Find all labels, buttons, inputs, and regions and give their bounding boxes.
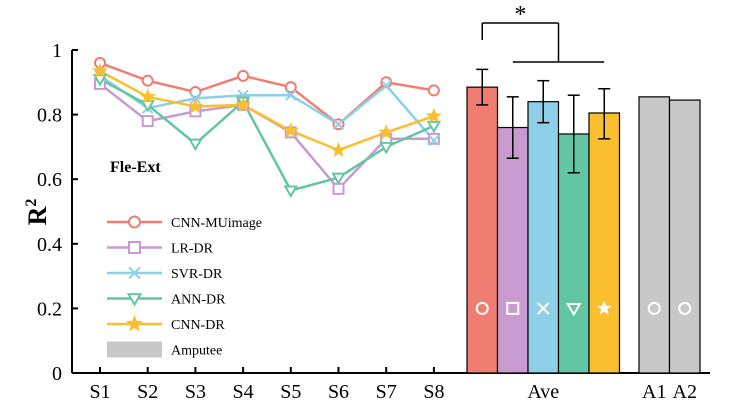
legend-marker-ANN-DR <box>126 293 143 307</box>
x-tick-label-S7: S7 <box>376 381 397 403</box>
point-SVR-DR-S8 <box>428 134 440 147</box>
bar-marker-SVR-DR <box>537 302 550 315</box>
series-line-SVR-DR <box>99 74 435 142</box>
point-LR-DR-S6 <box>332 182 345 195</box>
point-SVR-DR-S5-stroke-b <box>285 89 297 101</box>
x-tick-label-S4: S4 <box>233 381 254 403</box>
point-CNN-MUimage-S4 <box>237 69 250 82</box>
point-CNN-DR-S2 <box>139 88 156 104</box>
x-tick-label-A2: A2 <box>673 381 697 403</box>
x-tick-label-ave: Ave <box>527 381 559 403</box>
significance-bracket: * <box>481 2 605 63</box>
y-tick-label: 1 <box>52 40 62 62</box>
bar-marker-LR-DR <box>506 301 520 315</box>
point-LR-DR-S2 <box>141 115 154 128</box>
point-CNN-DR-S3 <box>187 98 204 114</box>
point-CNN-DR-S6 <box>330 141 347 157</box>
panel-label: Fle-Ext <box>110 159 161 176</box>
y-tick-label: 0.4 <box>37 234 62 256</box>
legend-marker-SVR-DR-stroke-b <box>128 266 141 280</box>
significance-star: * <box>514 2 526 28</box>
legend-marker-SVR-DR <box>128 266 141 280</box>
legend-marker-CNN-DR <box>125 314 144 332</box>
legend-swatch-amputee <box>107 341 162 358</box>
ave-bar-ANN-DR <box>557 133 590 374</box>
legend-label-CNN-MUimage: CNN-MUimage <box>171 216 262 231</box>
point-CNN-DR-S5 <box>282 122 299 138</box>
legend-marker-LR-DR <box>128 241 141 254</box>
amputee-marker-A1 <box>647 301 661 315</box>
point-ANN-DR-S8 <box>426 120 442 134</box>
point-SVR-DR-S7-stroke-b <box>380 79 392 92</box>
x-tick-label-S3: S3 <box>185 381 206 403</box>
point-CNN-DR-S4 <box>235 96 252 112</box>
amputee-bar-A2 <box>668 99 701 374</box>
series-line-CNN-DR <box>99 69 435 152</box>
x-tick-label-S6: S6 <box>328 381 349 403</box>
point-CNN-MUimage-S2 <box>141 74 154 87</box>
y-tick-label: 0.8 <box>37 105 62 127</box>
y-ticks: 0 0.2 0.4 0.6 0.8 1 <box>37 40 78 385</box>
legend-label-CNN-DR: CNN-DR <box>171 318 225 333</box>
point-ANN-DR-S5 <box>283 185 299 199</box>
legend-label-ANN-DR: ANN-DR <box>171 293 226 308</box>
y-tick-label: 0 <box>52 363 62 385</box>
ave-bar-LR-DR <box>496 126 529 374</box>
x-tick-label-S8: S8 <box>423 381 444 403</box>
point-ANN-DR-S6 <box>331 172 346 186</box>
bar-marker-ANN-DR <box>565 303 582 317</box>
series-line-ANN-DR <box>99 78 435 192</box>
ave-bar-CNN-MUimage <box>466 86 499 374</box>
x-tick-label-S2: S2 <box>137 381 158 403</box>
x-tick-label-S1: S1 <box>89 381 110 403</box>
point-CNN-MUimage-S8 <box>427 84 440 97</box>
point-CNN-MUimage-S5 <box>284 81 297 94</box>
ave-bar-CNN-DR <box>588 112 621 374</box>
amputee-marker-A2 <box>678 301 692 315</box>
point-ANN-DR-S7 <box>378 141 394 155</box>
point-ANN-DR-S1 <box>92 74 108 87</box>
point-SVR-DR-S6 <box>332 118 345 130</box>
x-ticks: S1 S2 S3 S4 S5 S6 S7 S8 <box>89 367 444 403</box>
point-CNN-MUimage-S3 <box>189 85 202 98</box>
legend-marker-CNN-MUimage <box>128 215 141 229</box>
bar-marker-SVR-DR-stroke-b <box>537 302 550 315</box>
series-line-CNN-MUimage <box>99 61 435 126</box>
x-tick-label-A1: A1 <box>642 381 666 403</box>
point-SVR-DR-S5 <box>285 89 297 101</box>
point-SVR-DR-S7 <box>380 79 392 92</box>
point-CNN-DR-S8 <box>425 107 442 124</box>
y-axis-label-superscript: 2 <box>23 199 40 207</box>
legend-label-amputee: Amputee <box>171 344 222 359</box>
point-SVR-DR-S6-stroke-b <box>332 118 345 130</box>
legend: CNN-MUimage LR-DR SVR-DR ANN-DR CNN-DR Ampute… <box>107 215 262 359</box>
y-tick-label: 0.6 <box>37 169 62 191</box>
point-ANN-DR-S2 <box>140 99 155 113</box>
amputee-bar-A1 <box>638 96 671 374</box>
point-CNN-MUimage-S7 <box>380 76 393 89</box>
point-CNN-DR-S7 <box>378 123 395 140</box>
series-lines <box>92 56 442 199</box>
y-tick-label: 0.2 <box>37 298 62 320</box>
legend-label-LR-DR: LR-DR <box>171 242 214 257</box>
bar-marker-CNN-DR <box>596 300 612 315</box>
bar-marker-CNN-MUimage <box>475 301 489 315</box>
legend-label-SVR-DR: SVR-DR <box>171 267 223 282</box>
point-ANN-DR-S3 <box>188 138 203 152</box>
point-LR-DR-S8 <box>427 132 440 145</box>
y-axis-label-base: R <box>23 206 52 225</box>
x-tick-label-S5: S5 <box>280 381 301 403</box>
point-SVR-DR-S8-stroke-b <box>428 134 440 147</box>
bars: Ave A1 A2 <box>466 68 701 403</box>
point-CNN-DR-S1 <box>92 62 108 78</box>
y-axis-label: R2 <box>23 199 52 226</box>
ave-bar-SVR-DR <box>527 101 560 374</box>
